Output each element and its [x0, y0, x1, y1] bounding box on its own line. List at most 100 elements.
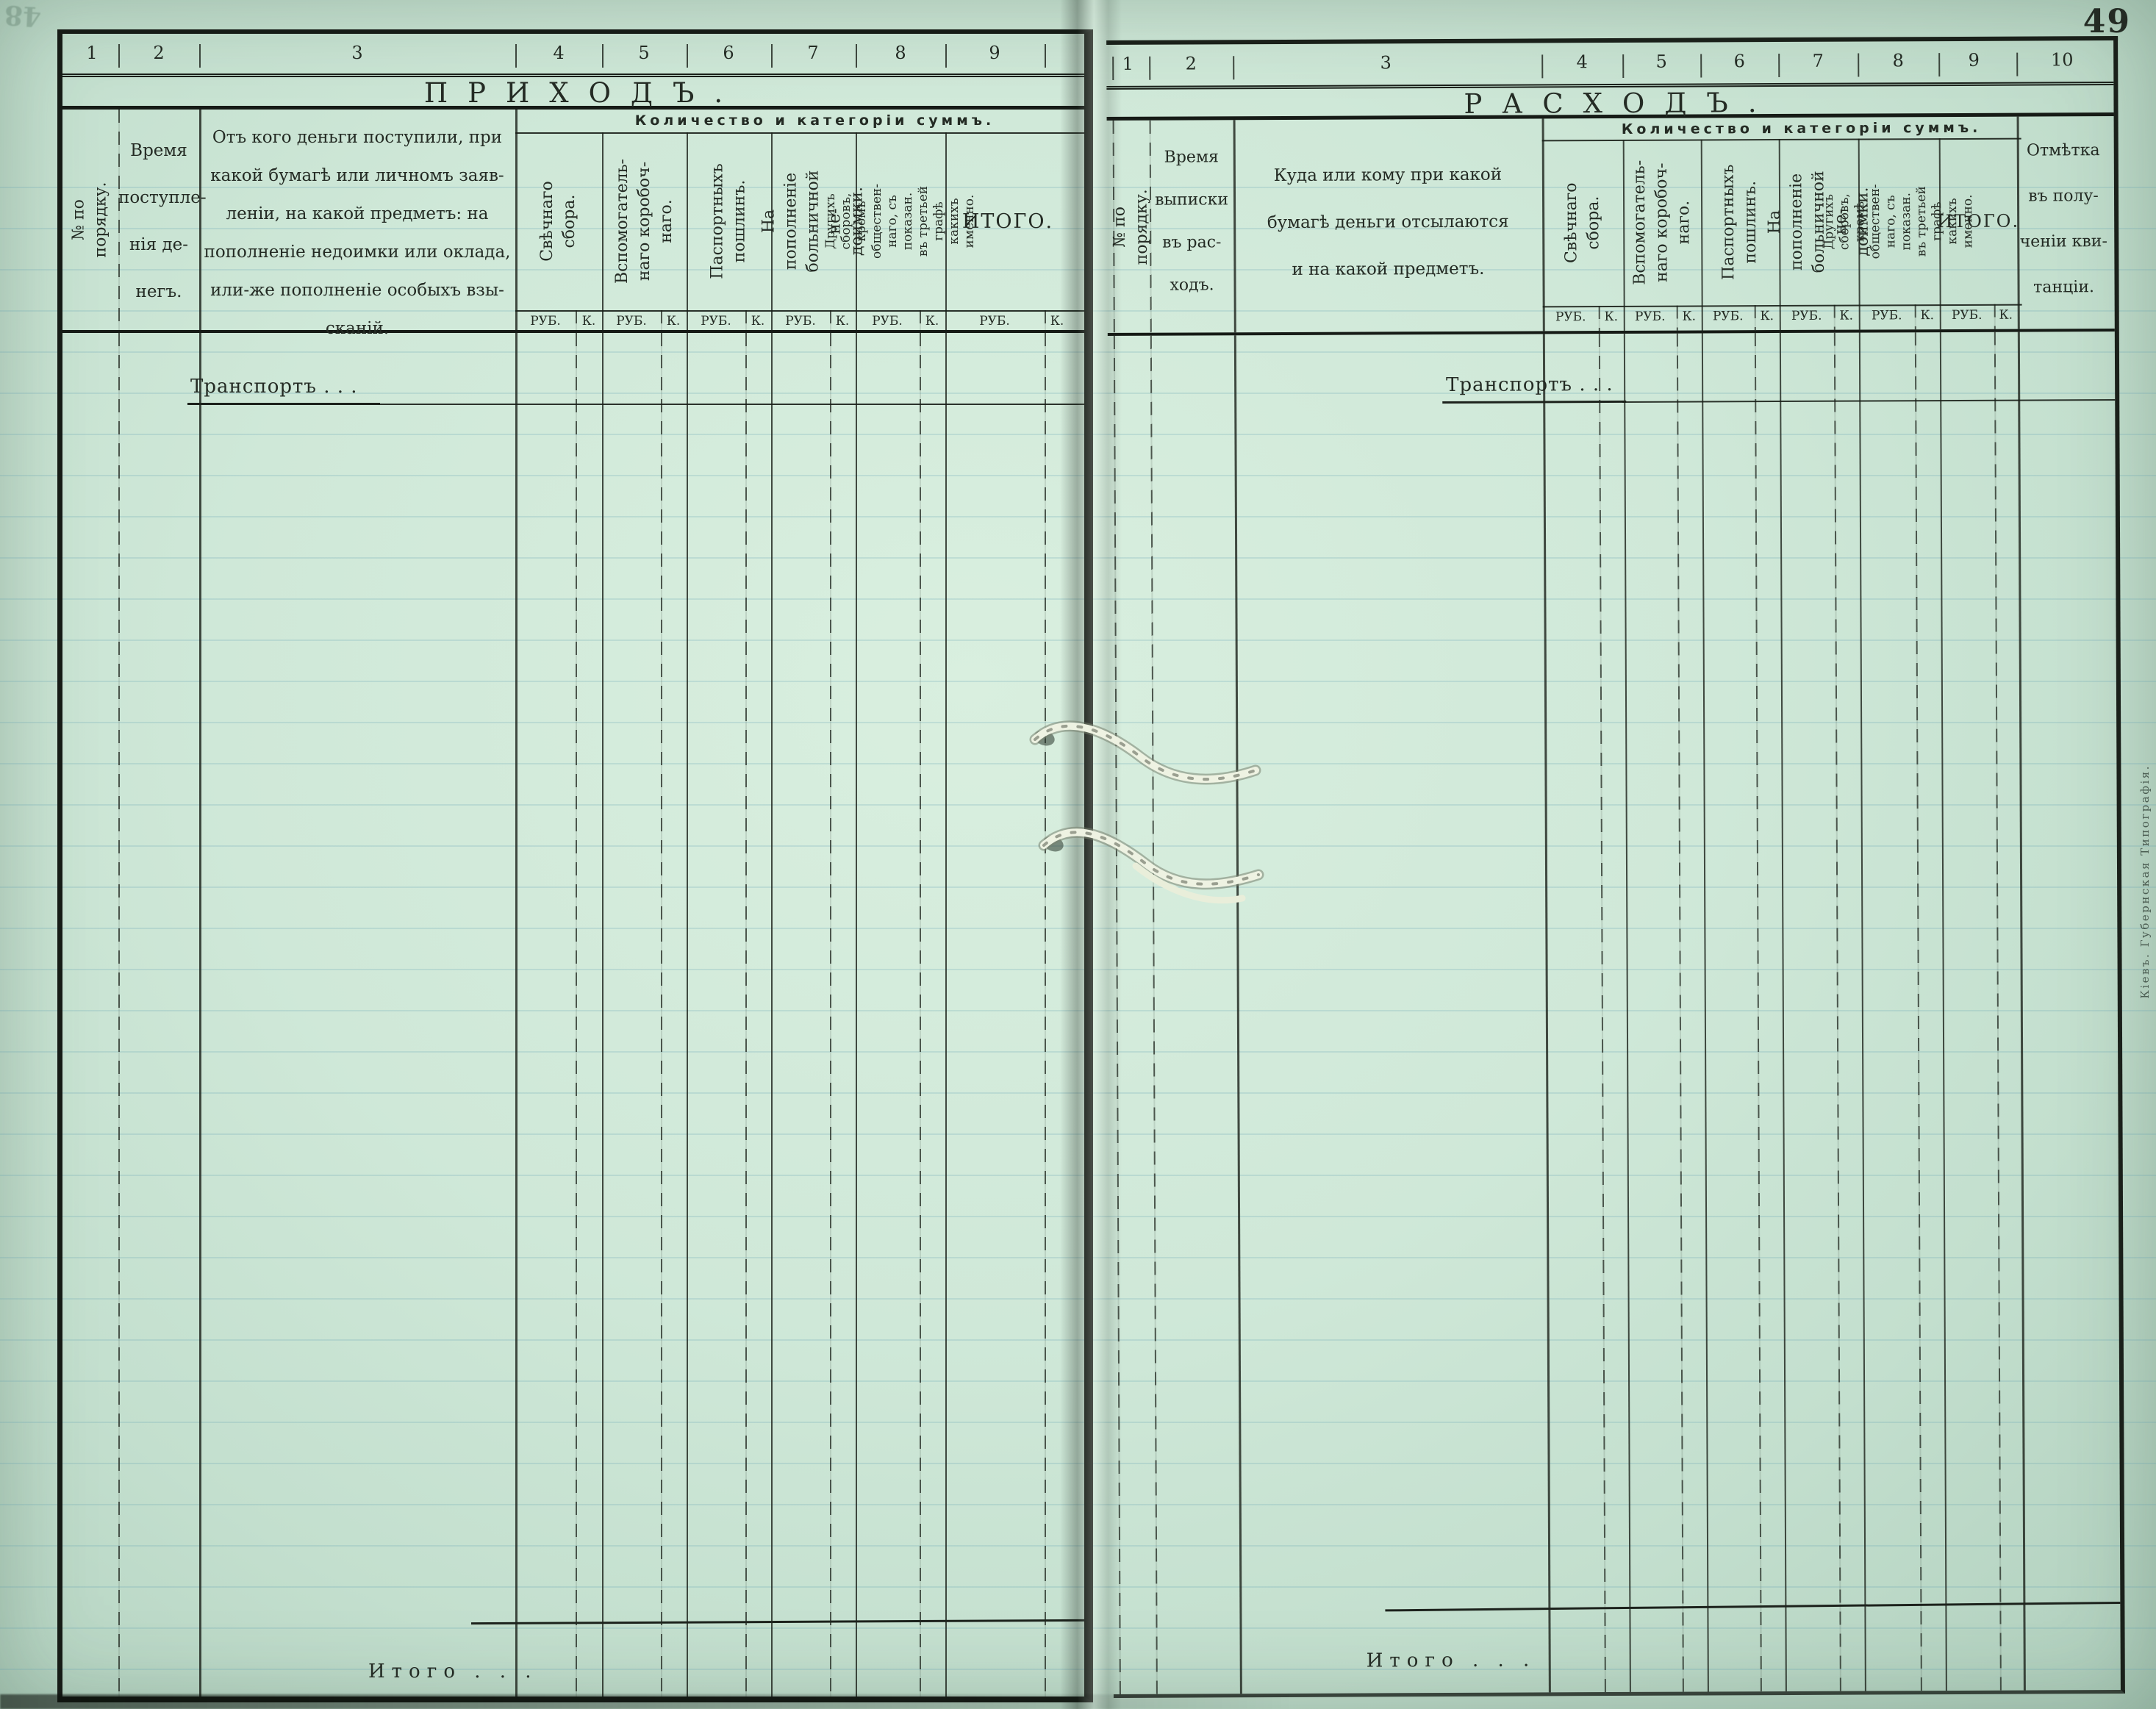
- column-number: 5: [1655, 51, 1667, 72]
- column-header-candle-levy: Свѣчнаго сбора.: [538, 181, 579, 262]
- ghost-page-number: 48: [3, 0, 43, 32]
- prihod-header: Количество и категоріи суммъ. № по поряд…: [62, 110, 1084, 338]
- rule-line: [1754, 333, 1762, 1692]
- rule-line: [1112, 56, 1114, 80]
- rule-line: [1833, 332, 1841, 1691]
- rule-line: [945, 44, 947, 68]
- column-number: 10: [2050, 49, 2074, 71]
- rub-label: РУБ.: [1634, 309, 1666, 324]
- rashod-header: Количество и категоріи суммъ. № по поряд…: [1106, 116, 2115, 337]
- rule-line: [1149, 56, 1151, 80]
- column-header-destination: Куда или кому при какой бумагѣ деньги от…: [1267, 165, 1509, 279]
- rule-line: [1938, 53, 1941, 77]
- rub-label: РУБ.: [1951, 307, 1983, 323]
- itogo-row-label: Итого . . .: [1366, 1649, 1536, 1672]
- rule-line: [576, 310, 577, 330]
- column-number: 2: [153, 43, 165, 63]
- rule-line: [515, 110, 517, 330]
- kop-label: К.: [1999, 307, 2013, 323]
- printer-imprint: Кіевъ. Губернская Типографія.: [2138, 764, 2152, 999]
- transport-row-label: Транспортъ . . .: [190, 376, 358, 398]
- rule-line: [118, 110, 120, 330]
- rule-line: [1914, 332, 1922, 1691]
- prihod-column-number-row: 1 2 3 4 5 6 7 8 9: [62, 34, 1084, 77]
- rule-line: [830, 310, 831, 330]
- rule-line: [1858, 332, 1866, 1691]
- rule-line: [1541, 54, 1544, 79]
- rule-line: [661, 310, 662, 330]
- rule-line: [576, 333, 577, 1697]
- prihod-title: ПРИХОДЪ.: [62, 77, 1084, 110]
- column-number: 2: [1185, 53, 1197, 74]
- rule-line: [199, 44, 201, 68]
- column-header-time: Время выписки въ рас- ходъ.: [1154, 148, 1229, 295]
- rule-line: [920, 333, 921, 1697]
- rule-line: [118, 44, 120, 68]
- rule-line: [771, 132, 773, 330]
- rule-line: [1622, 54, 1625, 78]
- rub-label: РУБ.: [616, 314, 647, 329]
- kop-label: К.: [666, 314, 681, 329]
- rule-line: [1676, 305, 1678, 331]
- prihod-table: 1 2 3 4 5 6 7 8 9 ПРИХОДЪ. Количество и …: [57, 29, 1093, 1702]
- column-header-other-levies: Другихъ сборовъ, кромѣ обществен- наго, …: [1822, 184, 1976, 259]
- rule-line: [856, 132, 857, 330]
- rule-line: [1779, 333, 1787, 1692]
- rule-line: [745, 310, 747, 330]
- itogo-row-label: Итого . . .: [368, 1660, 538, 1683]
- rule-line: [1994, 304, 1996, 329]
- rule-line: [745, 333, 747, 1697]
- kop-label: К.: [925, 314, 939, 329]
- rule-line: [602, 44, 604, 68]
- rule-line: [199, 110, 201, 330]
- kop-label: К.: [835, 314, 850, 329]
- rule-line: [1113, 335, 1121, 1694]
- rule-line: [1833, 304, 1836, 330]
- column-header-candle-levy: Свѣчнаго сбора.: [1561, 182, 1603, 264]
- kop-label: К.: [581, 314, 596, 329]
- column-number: 9: [989, 43, 1000, 63]
- rule-line: [118, 333, 120, 1697]
- rashod-title: РАСХОДЪ.: [1106, 85, 2114, 121]
- column-header-other-levies: Другихъ сборовъ, кромѣ обществен- наго, …: [823, 184, 977, 259]
- rule-line: [1701, 333, 1709, 1692]
- column-header-order: № по порядку.: [70, 182, 111, 258]
- rule-line: [771, 44, 773, 68]
- rule-line: [515, 310, 1084, 312]
- column-number: 1: [86, 43, 98, 63]
- column-number: 7: [1812, 50, 1824, 71]
- rub-label: РУБ.: [1871, 308, 1902, 323]
- rule-line: [2017, 332, 2026, 1691]
- rule-line: [1994, 332, 2002, 1691]
- column-number: 1: [1122, 53, 1133, 74]
- total-rule: [470, 1619, 1085, 1625]
- rub-kop-subheader-row: РУБ. К. РУБ. К. РУБ. К. РУБ. К. РУБ. К. РУБ. К.: [1108, 306, 2115, 329]
- rule-line: [1233, 335, 1242, 1694]
- rub-label: РУБ.: [872, 314, 903, 329]
- column-number: 5: [638, 43, 650, 63]
- rule-line: [1598, 334, 1606, 1693]
- kop-label: К.: [1050, 314, 1064, 329]
- column-header-total: ИТОГО.: [961, 209, 1054, 233]
- rule-line: [379, 404, 1084, 405]
- rub-label: РУБ.: [1791, 308, 1822, 323]
- rule-line: [1622, 399, 2116, 403]
- rub-label: РУБ.: [785, 314, 816, 329]
- rule-line: [856, 333, 857, 1697]
- rule-line: [1754, 305, 1756, 331]
- column-number: 8: [1892, 50, 1904, 71]
- rule-line: [602, 333, 604, 1697]
- column-header-auxiliary-box: Вспомогатель- наго коробоч- наго.: [612, 159, 676, 284]
- rashod-column-number-row: 1 2 3 4 5 6 7 8 9 10: [1106, 40, 2114, 90]
- rule-line: [199, 333, 201, 1697]
- column-number: 4: [1576, 51, 1588, 73]
- rule-line: [1676, 333, 1684, 1692]
- rule-line: [945, 333, 947, 1697]
- rule-line: [1914, 304, 1916, 330]
- rule-line: [1598, 306, 1600, 332]
- rule-line: [856, 44, 857, 68]
- total-rule: [1385, 1601, 2121, 1612]
- rule-line: [2016, 52, 2019, 76]
- rub-label: РУБ.: [979, 314, 1010, 329]
